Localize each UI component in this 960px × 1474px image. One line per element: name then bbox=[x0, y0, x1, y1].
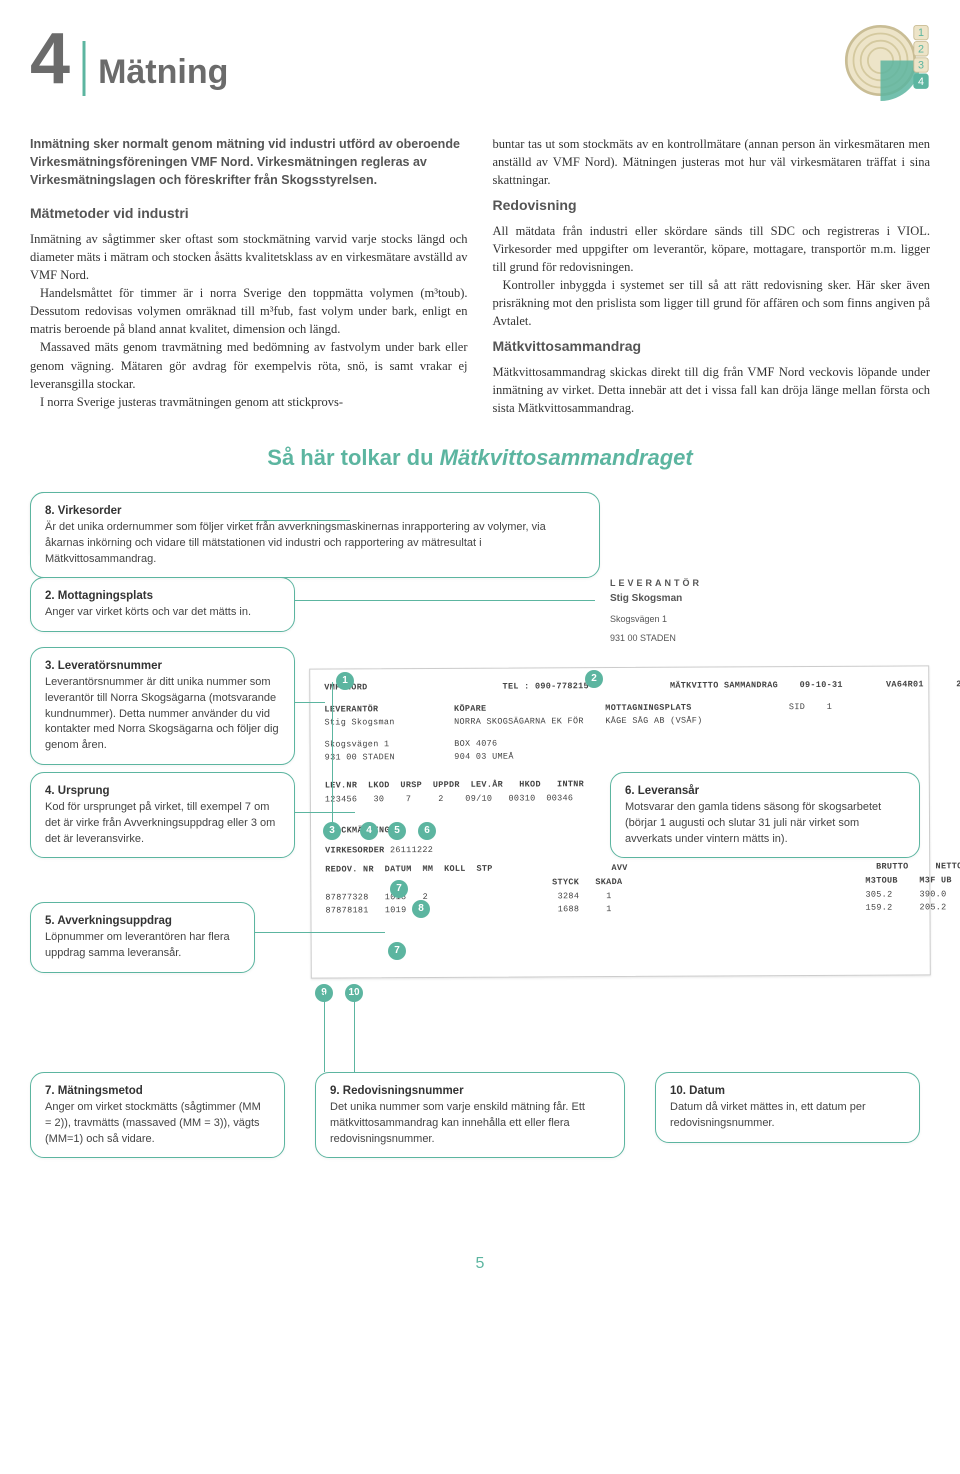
connector bbox=[295, 702, 325, 703]
callout-title: 4. Ursprung bbox=[45, 783, 280, 800]
callout-body: Det unika nummer som varje enskild mätni… bbox=[330, 1100, 610, 1148]
lev-label: LEVERANTÖR bbox=[610, 577, 702, 590]
connector bbox=[324, 992, 325, 1072]
callout-body: Är det unika ordernummer som följer virk… bbox=[45, 520, 585, 568]
badge-3: 3 bbox=[323, 822, 341, 840]
callout-6: 6. Leveransår Motsvarar den gamla tidens… bbox=[610, 772, 920, 858]
badge-7: 7 bbox=[390, 880, 408, 898]
section3-heading: Mätkvittosammandrag bbox=[493, 336, 931, 356]
para: Handelsmåttet för timmer är i norra Sver… bbox=[30, 284, 468, 338]
callout-2: 2. Mottagningsplats Anger var virket kör… bbox=[30, 577, 295, 632]
doc-mott-lbl: MOTTAGNINGSPLATS bbox=[605, 702, 691, 712]
badge-2: 2 bbox=[585, 670, 603, 688]
section1-cont: buntar tas ut som stockmäts av en kontro… bbox=[493, 135, 931, 189]
doc-addr-r1: BOX 4076 bbox=[454, 738, 497, 748]
para: Inmätning av sågtimmer sker oftast som s… bbox=[30, 230, 468, 284]
doc-tel: TEL : 090-778215 bbox=[503, 681, 589, 691]
callout-body: Kod för ursprunget på virket, till exemp… bbox=[45, 800, 280, 848]
interpret-heading: Så här tolkar du Mätkvittosammandraget bbox=[30, 442, 930, 474]
column-left: Inmätning sker normalt genom mätning vid… bbox=[30, 135, 468, 417]
section3-body: Mätkvittosammandrag skickas direkt till … bbox=[493, 363, 931, 417]
svg-text:4: 4 bbox=[918, 76, 924, 88]
callout-body: Datum då virket mättes in, ett datum per… bbox=[670, 1100, 905, 1132]
callout-body: Motsvarar den gamla tidens säsong för sk… bbox=[625, 800, 905, 848]
doc-kop-lbl: KÖPARE bbox=[454, 703, 486, 713]
callout-title: 9. Redovisningsnummer bbox=[330, 1083, 610, 1100]
connector bbox=[255, 932, 385, 933]
column-right: buntar tas ut som stockmäts av en kontro… bbox=[493, 135, 931, 417]
badge-4: 4 bbox=[360, 822, 378, 840]
leverantor-block: LEVERANTÖR Stig Skogsman Skogsvägen 1 93… bbox=[610, 577, 702, 645]
chapter-title-block: 4 | Mätning bbox=[30, 20, 228, 107]
callout-9: 9. Redovisningsnummer Det unika nummer s… bbox=[315, 1072, 625, 1158]
para: buntar tas ut som stockmäts av en kontro… bbox=[493, 135, 931, 189]
callout-body: Leverantörsnummer är ditt unika nummer s… bbox=[45, 675, 280, 755]
callout-body: Löpnummer om leverantören har flera uppd… bbox=[45, 930, 240, 962]
corner-badge: 1 2 3 4 bbox=[840, 20, 930, 110]
doc-addr-l2: 931 00 STADEN bbox=[325, 753, 395, 763]
page-header: 4 | Mätning 1 2 3 4 bbox=[30, 20, 930, 110]
lev-addr2: 931 00 STADEN bbox=[610, 632, 702, 645]
connector bbox=[354, 992, 355, 1072]
callout-5: 5. Avverkningsuppdrag Löpnummer om lever… bbox=[30, 902, 255, 973]
doc-hdr-right: MÄTKVITTO SAMMANDRAG 09-10-31 VA64R01 28… bbox=[670, 679, 960, 691]
chapter-number: 4 bbox=[30, 27, 70, 92]
lev-addr1: Skogsvägen 1 bbox=[610, 613, 702, 626]
doc-addr-l1: Skogsvägen 1 bbox=[325, 739, 390, 749]
badge-8: 8 bbox=[412, 900, 430, 918]
badge-1: 1 bbox=[336, 672, 354, 690]
section2-heading: Redovisning bbox=[493, 195, 931, 215]
badge-7b: 7 bbox=[388, 942, 406, 960]
badge-5: 5 bbox=[388, 822, 406, 840]
svg-text:2: 2 bbox=[918, 43, 924, 55]
callout-7: 7. Mätningsmetod Anger om virket stockmä… bbox=[30, 1072, 285, 1158]
section2-body: All mätdata från industri eller skördare… bbox=[493, 222, 931, 331]
doc-addr-r2: 904 03 UMEÅ bbox=[454, 752, 513, 762]
section1-heading: Mätmetoder vid industri bbox=[30, 203, 468, 223]
doc-vo-lbl: VIRKESORDER bbox=[325, 845, 384, 855]
interpret-emph: Mätkvittosammandraget bbox=[440, 445, 693, 470]
connector bbox=[295, 600, 595, 601]
section1-body: Inmätning av sågtimmer sker oftast som s… bbox=[30, 230, 468, 411]
callout-title: 5. Avverkningsuppdrag bbox=[45, 913, 240, 930]
doc-lev-name: Stig Skogsman bbox=[324, 717, 394, 727]
para: I norra Sverige justeras travmätningen g… bbox=[30, 393, 468, 411]
callout-title: 2. Mottagningsplats bbox=[45, 590, 153, 602]
connector bbox=[332, 682, 333, 822]
para: All mätdata från industri eller skördare… bbox=[493, 222, 931, 276]
doc-vo-val: 26111222 bbox=[390, 845, 433, 855]
callout-4: 4. Ursprung Kod för ursprunget på virket… bbox=[30, 772, 295, 858]
svg-text:1: 1 bbox=[918, 27, 924, 39]
callout-body: Anger om virket stockmätts (sågtimmer (M… bbox=[45, 1100, 270, 1148]
svg-text:3: 3 bbox=[918, 60, 924, 72]
doc-sid: SID 1 bbox=[789, 701, 832, 711]
lev-name: Stig Skogsman bbox=[610, 592, 702, 607]
callout-8: 8. Virkesorder Är det unika ordernummer … bbox=[30, 492, 600, 578]
badge-6: 6 bbox=[418, 822, 436, 840]
callout-3: 3. Leveratörsnummer Leverantörsnummer är… bbox=[30, 647, 295, 765]
callout-title: 7. Mätningsmetod bbox=[45, 1083, 270, 1100]
callout-title: 6. Leveransår bbox=[625, 783, 905, 800]
interpret-prefix: Så här tolkar du bbox=[267, 445, 439, 470]
para: Massaved mäts genom travmätning med bedö… bbox=[30, 338, 468, 392]
doc-mott-val: KÅGE SÅG AB (VSÅF) bbox=[605, 716, 702, 727]
callout-title: 8. Virkesorder bbox=[45, 503, 585, 520]
para: Kontroller inbyggda i systemet ser till … bbox=[493, 276, 931, 330]
callout-title: 3. Leveratörsnummer bbox=[45, 658, 280, 675]
doc-kop-name: NORRA SKOGSÄGARNA EK FÖR bbox=[454, 716, 584, 727]
callout-10: 10. Datum Datum då virket mättes in, ett… bbox=[655, 1072, 920, 1143]
diagram-area: 1. Leverantör och köpare. Uppgifter om L… bbox=[30, 492, 930, 1232]
intro-paragraph: Inmätning sker normalt genom mätning vid… bbox=[30, 135, 468, 189]
connector bbox=[240, 520, 350, 521]
chapter-divider: | bbox=[78, 20, 90, 107]
callout-body: Anger var virket körts och var det mätts… bbox=[45, 605, 280, 621]
body-columns: Inmätning sker normalt genom mätning vid… bbox=[30, 135, 930, 417]
para: Mätkvittosammandrag skickas direkt till … bbox=[493, 363, 931, 417]
chapter-title: Mätning bbox=[98, 48, 228, 97]
connector bbox=[295, 812, 355, 813]
callout-title: 10. Datum bbox=[670, 1083, 905, 1100]
page-number: 5 bbox=[30, 1252, 930, 1275]
